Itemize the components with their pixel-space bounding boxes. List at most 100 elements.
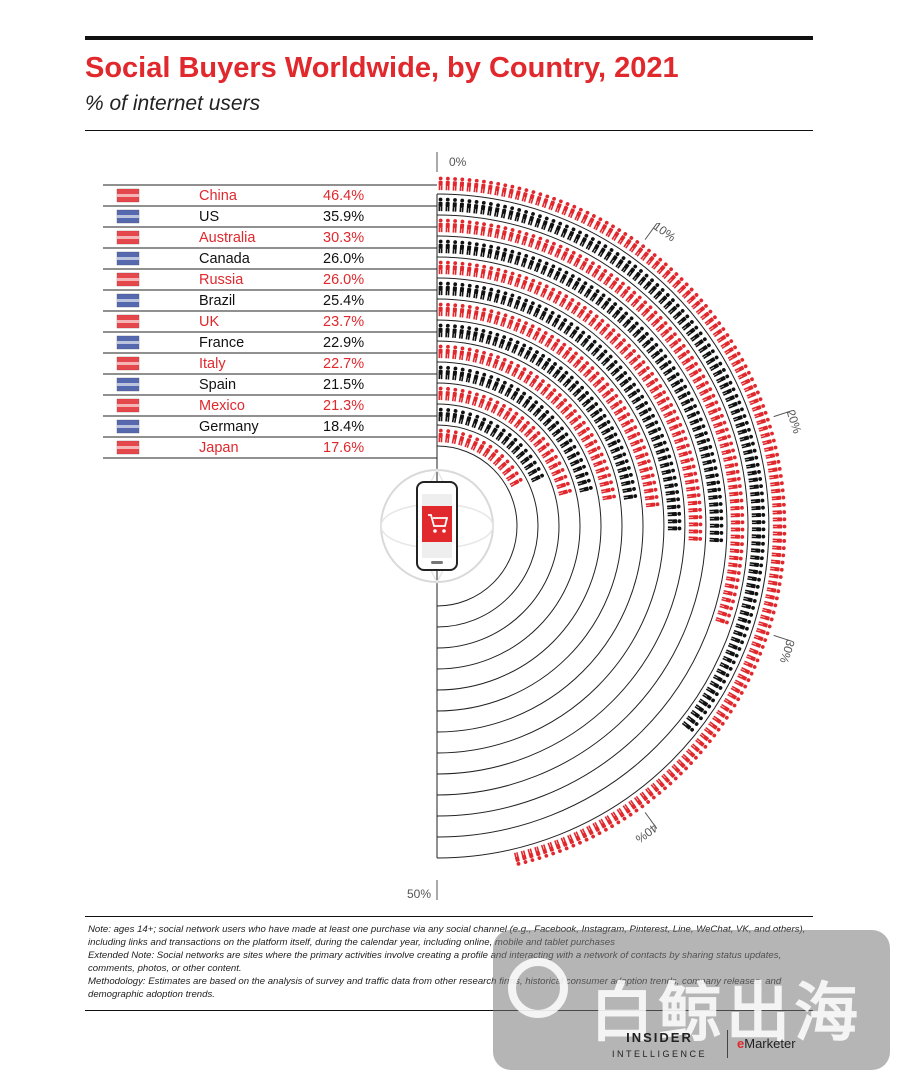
person-icon: [635, 300, 648, 313]
person-icon: [706, 480, 721, 487]
person-icon: [685, 486, 700, 492]
person-icon: [699, 732, 712, 744]
person-icon: [459, 240, 465, 255]
person-icon: [666, 416, 680, 425]
person-icon: [507, 228, 515, 242]
person-icon: [625, 290, 637, 303]
person-icon: [705, 355, 719, 366]
person-icon: [504, 384, 514, 398]
person-icon: [502, 407, 513, 421]
person-icon: [609, 252, 620, 265]
person-icon: [600, 426, 614, 436]
person-icon: [580, 210, 590, 225]
person-icon: [729, 491, 743, 497]
person-icon: [486, 287, 494, 302]
country-label: Mexico: [199, 398, 245, 414]
person-icon: [673, 436, 688, 445]
person-icon: [464, 434, 473, 448]
person-icon: [452, 366, 458, 381]
person-icon: [493, 311, 501, 325]
person-icon: [471, 392, 479, 407]
value-label: 30.3%: [323, 230, 364, 246]
person-icon: [767, 466, 782, 473]
person-icon: [548, 196, 556, 211]
logo-line1: INSIDER: [626, 1030, 693, 1045]
person-icon: [695, 304, 708, 315]
insider-intelligence-logo: INSIDER INTELLIGENCE: [612, 1030, 707, 1062]
person-icon: [772, 510, 787, 515]
person-icon: [709, 516, 724, 521]
person-icon: [617, 232, 628, 245]
person-icon: [573, 420, 586, 431]
person-icon: [541, 448, 554, 459]
axis-tick-label: 40%: [633, 821, 661, 847]
person-icon: [703, 466, 718, 473]
person-icon: [494, 224, 501, 239]
person-icon: [730, 513, 745, 518]
flag-icon-russia: [116, 272, 140, 287]
person-icon: [616, 807, 627, 821]
person-icon: [541, 357, 552, 371]
person-icon: [579, 233, 589, 247]
value-label: 26.0%: [323, 272, 364, 288]
person-icon: [445, 302, 450, 317]
person-icon: [723, 697, 737, 708]
person-icon: [737, 427, 751, 436]
person-icon: [487, 202, 493, 216]
person-icon: [491, 377, 501, 392]
person-icon: [504, 360, 514, 375]
person-icon: [603, 273, 614, 286]
emarketer-rest: Marketer: [744, 1036, 796, 1051]
person-icon: [663, 298, 675, 310]
person-icon: [746, 654, 760, 663]
person-icon: [653, 440, 667, 449]
person-icon: [569, 414, 582, 426]
person-icon: [445, 197, 450, 212]
person-icon: [704, 315, 717, 326]
person-icon: [601, 354, 613, 367]
person-icon: [712, 420, 727, 429]
person-icon: [487, 449, 499, 462]
person-icon: [438, 239, 443, 254]
person-icon: [725, 394, 739, 403]
person-icon: [770, 566, 784, 572]
person-icon: [735, 623, 749, 631]
person-icon: [438, 407, 443, 422]
person-icon: [635, 401, 648, 411]
person-icon: [751, 641, 765, 649]
person-icon: [511, 363, 520, 378]
person-icon: [763, 600, 778, 608]
person-icon: [758, 424, 772, 432]
person-icon: [637, 459, 651, 467]
person-icon: [730, 685, 744, 695]
person-icon: [762, 438, 776, 446]
person-icon: [496, 403, 506, 417]
person-icon: [670, 378, 684, 389]
person-icon: [665, 490, 680, 496]
person-icon: [546, 264, 556, 278]
person-icon: [737, 673, 751, 683]
person-icon: [615, 459, 629, 467]
person-icon: [581, 396, 594, 408]
person-icon: [628, 354, 641, 366]
person-icon: [647, 427, 662, 436]
person-icon: [716, 709, 729, 720]
person-icon: [495, 428, 506, 442]
person-icon: [746, 582, 760, 589]
emarketer-e: e: [737, 1036, 745, 1051]
value-label: 17.6%: [323, 440, 364, 456]
person-icon: [603, 248, 614, 261]
person-icon: [534, 846, 542, 860]
person-icon: [506, 437, 518, 450]
person-icon: [725, 576, 740, 583]
person-icon: [480, 243, 486, 258]
person-icon: [514, 251, 522, 266]
person-icon: [730, 636, 744, 645]
person-icon: [621, 260, 632, 273]
flag-icon-canada: [116, 251, 140, 266]
person-icon: [751, 527, 766, 532]
person-icon: [702, 349, 715, 360]
person-icon: [485, 330, 493, 345]
person-icon: [709, 530, 724, 535]
person-icon: [560, 403, 572, 415]
